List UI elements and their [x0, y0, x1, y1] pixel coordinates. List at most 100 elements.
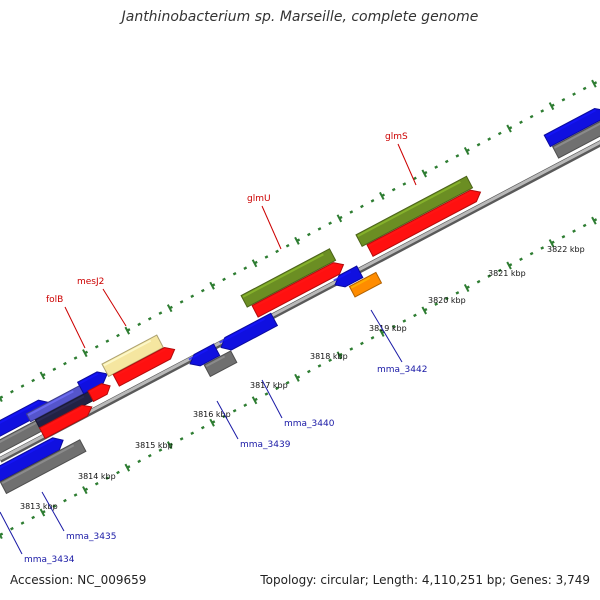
gene-arrow-orange	[348, 271, 383, 298]
gene-arrow-red	[366, 189, 482, 257]
kbp-label: 3817 kbp	[250, 381, 288, 390]
inner-tick-row-major-tick	[463, 283, 470, 293]
gene-arrow-cream-highlight	[103, 339, 152, 367]
gene-name-label: folB	[46, 295, 63, 305]
outer-tick-row-major-tick	[336, 214, 343, 223]
locus-tag-label: mma_3442	[377, 365, 427, 375]
gene-arrow-red-highlight	[114, 348, 166, 377]
locus-leader-line	[216, 400, 239, 440]
backbone-line	[0, 140, 600, 461]
kbp-label: 3820 kbp	[428, 296, 466, 305]
gene-arrow-blue	[220, 312, 279, 351]
inner-tick-row-major-tick	[506, 261, 512, 270]
gene-arrow-red	[112, 346, 176, 387]
outer-tick-row-major-tick	[39, 371, 46, 380]
outer-tick-row-major-tick	[591, 79, 597, 88]
gene-arrow-gray-highlight	[205, 355, 226, 368]
gene-arrow-blue-highlight	[545, 109, 597, 138]
gene-arrow-gray-highlight	[1, 444, 75, 485]
gene-arrow-gray-highlight	[553, 122, 600, 149]
gene-arrow-cream	[101, 334, 164, 378]
inner-tick-row-major-tick	[294, 373, 300, 382]
gene-leader-line	[397, 143, 417, 186]
gene-arrow-blue-highlight	[78, 372, 99, 385]
gene-leader-line	[102, 288, 127, 327]
inner-tick-row-major-tick	[421, 306, 427, 315]
inner-tick-row-major-tick	[591, 216, 597, 225]
kbp-label: 3813 kbp	[20, 502, 58, 511]
kbp-label: 3819 kbp	[369, 324, 407, 333]
inner-tick-row-major-tick	[251, 396, 258, 405]
locus-tag-label: mma_3434	[24, 555, 75, 565]
inner-tick-row-major-tick	[39, 508, 46, 517]
kbp-label: 3814 kbp	[78, 472, 116, 481]
gene-arrow-lightblue-highlight	[27, 390, 74, 416]
gene-arrow-red	[251, 262, 345, 318]
outer-tick-row-major-tick	[82, 349, 88, 358]
outer-tick-row-major-tick	[166, 304, 173, 313]
inner-tick-row-major-tick	[379, 328, 385, 337]
gene-arrow-glmS-highlight	[357, 180, 461, 237]
inner-tick-row-major-tick	[0, 532, 3, 540]
gene-arrow-gray	[203, 350, 238, 378]
locus-tag-label: mma_3440	[284, 419, 335, 429]
gene-arrow-blue	[543, 107, 600, 148]
locus-tag-label: mma_3439	[240, 440, 291, 450]
gene-arrow-blue-highlight	[0, 400, 40, 424]
outer-tick-row-major-tick	[294, 236, 300, 245]
locus-leader-line	[41, 491, 65, 532]
outer-tick-row-major-tick	[0, 395, 3, 403]
gene-arrow-blue	[334, 265, 364, 288]
kbp-label: 3815 kbp	[135, 441, 173, 450]
outer-tick-row-major-tick	[548, 102, 555, 111]
inner-tick-row-major-tick	[124, 463, 131, 472]
kbp-label: 3818 kbp	[310, 352, 348, 361]
gene-arrow-red	[38, 404, 93, 440]
gene-name-label: glmS	[385, 132, 408, 142]
inner-tick-row-major-tick	[82, 486, 88, 495]
outer-tick-row-major-tick	[209, 281, 215, 290]
kbp-label: 3816 kbp	[193, 410, 231, 419]
gene-arrow-red-highlight	[253, 263, 335, 308]
gene-arrow-red	[87, 383, 111, 403]
accession-text: Accession: NC_009659	[10, 573, 147, 587]
gene-leader-line	[64, 306, 86, 349]
locus-tag-label: mma_3435	[66, 532, 116, 542]
outer-tick-row-major-tick	[421, 169, 427, 178]
inner-tick-row-major-tick	[209, 418, 215, 427]
gene-arrow-glmS	[355, 175, 474, 247]
gene-arrow-red-highlight	[368, 190, 472, 248]
inner-tick-row-major-tick	[336, 351, 343, 360]
map-title: Janthinobacterium sp. Marseille, complet…	[121, 9, 479, 25]
gene-arrow-blue-highlight	[0, 438, 55, 470]
gene-arrow-blue-highlight	[333, 270, 352, 282]
gene-arrow-blue	[189, 343, 221, 367]
gene-arrow-blue-highlight	[219, 317, 266, 344]
gene-arrow-blue-highlight	[188, 348, 208, 361]
kbp-label: 3822 kbp	[547, 245, 585, 254]
gene-arrow-glmU	[240, 248, 337, 308]
gene-arrow-dark-highlight	[36, 395, 85, 423]
gene-arrow-red-highlight	[89, 384, 103, 394]
inner-tick-row-major-tick	[548, 239, 555, 248]
locus-leader-line	[370, 309, 403, 363]
outer-tick-row	[0, 79, 600, 400]
summary-text: Topology: circular; Length: 4,110,251 bp…	[260, 573, 590, 587]
inner-tick-row	[0, 216, 600, 537]
kbp-label: 3821 kbp	[488, 269, 526, 278]
gene-leader-line	[261, 205, 282, 250]
gene-arrow-blue	[0, 437, 64, 483]
inner-tick-row-major-tick	[166, 441, 173, 450]
outer-tick-row-major-tick	[506, 124, 512, 133]
outer-tick-row-major-tick	[251, 259, 258, 268]
gene-arrow-gray	[0, 439, 87, 495]
gene-name-label: glmU	[247, 194, 271, 204]
locus-leader-line	[0, 511, 23, 555]
outer-tick-row-major-tick	[463, 146, 470, 156]
gene-arrow-orange-highlight	[350, 276, 371, 289]
outer-tick-row-major-tick	[379, 191, 385, 200]
gene-arrow-red-highlight	[40, 406, 84, 430]
outer-tick-row-major-tick	[124, 326, 131, 335]
locus-leader-line	[261, 379, 283, 419]
